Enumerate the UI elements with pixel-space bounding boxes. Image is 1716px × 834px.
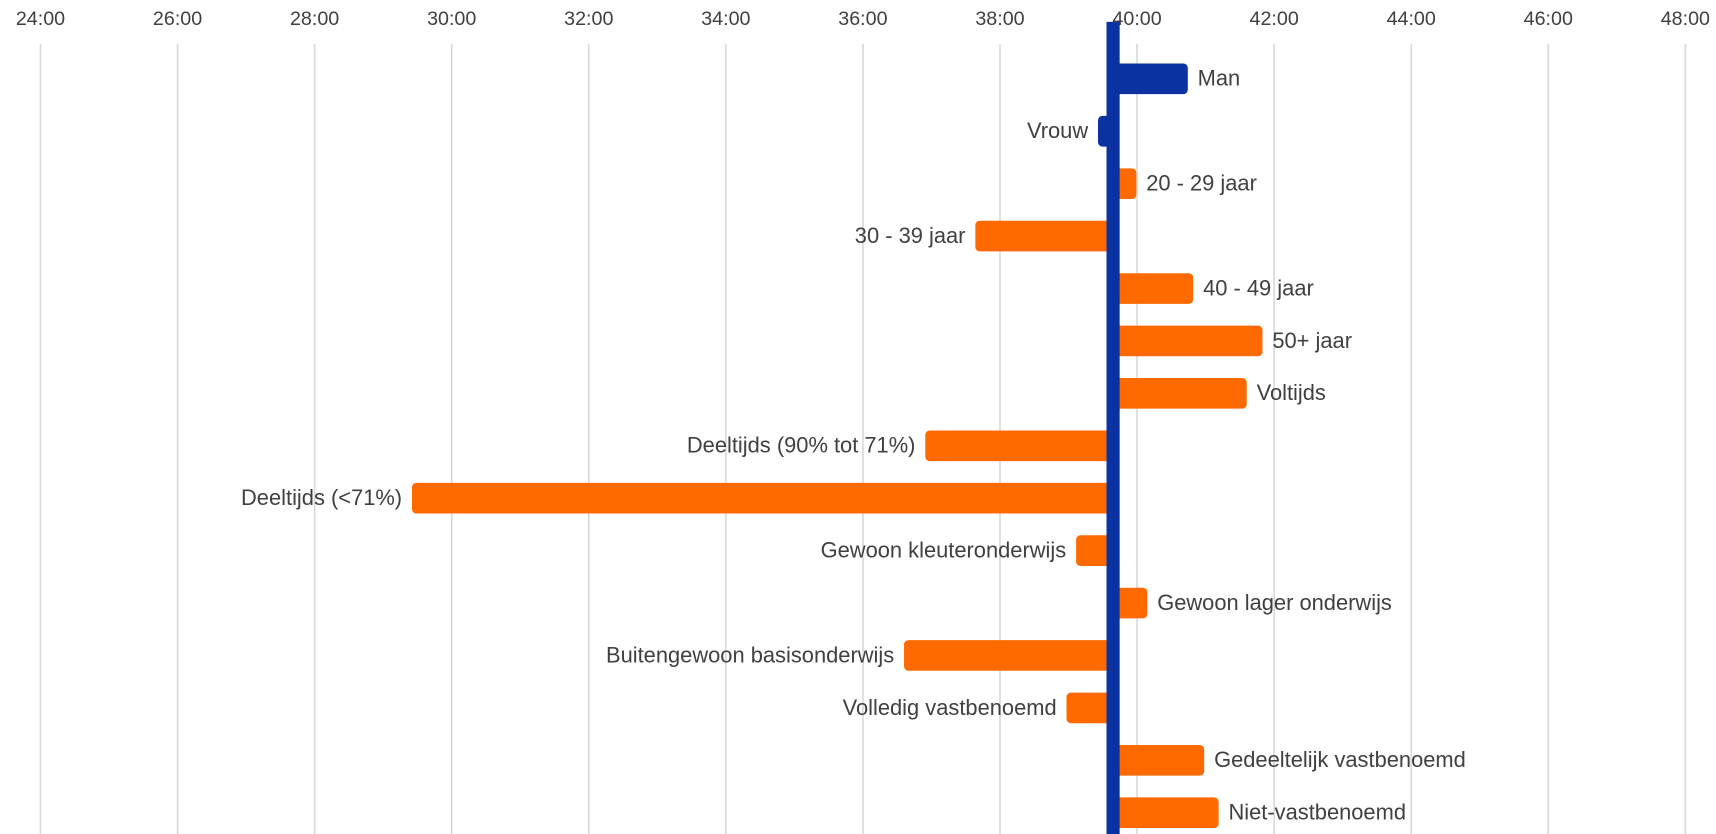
x-tick-label: 34:00	[701, 8, 750, 30]
bar	[1113, 378, 1247, 409]
bar	[1113, 273, 1194, 304]
bar	[1113, 797, 1219, 829]
x-tick-label: 40:00	[1112, 8, 1161, 30]
bar	[1066, 692, 1114, 724]
bar	[411, 482, 1114, 514]
category-label: 50+ jaar	[1272, 328, 1352, 353]
category-label: Gewoon kleuteronderwijs	[821, 538, 1067, 563]
bar	[1113, 63, 1188, 95]
x-tick-label: 38:00	[975, 8, 1024, 30]
x-tick-label: 46:00	[1524, 8, 1573, 30]
category-label: Gedeeltelijk vastbenoemd	[1214, 747, 1466, 772]
category-label: Deeltijds (<71%)	[241, 485, 402, 510]
x-tick-label: 30:00	[427, 8, 476, 30]
category-label: Gewoon lager onderwijs	[1157, 590, 1392, 615]
category-label: 20 - 29 jaar	[1146, 171, 1257, 196]
category-label: Niet-vastbenoemd	[1228, 800, 1406, 825]
category-label: 30 - 39 jaar	[855, 223, 966, 248]
bar	[904, 640, 1114, 671]
category-label: Buitengewoon basisonderwijs	[606, 642, 894, 667]
category-label: Voltijds	[1257, 380, 1326, 405]
x-tick-label: 26:00	[153, 8, 202, 30]
category-label: Vrouw	[1027, 118, 1088, 143]
bar	[1113, 587, 1148, 619]
bar	[1113, 744, 1205, 776]
x-tick-label: 32:00	[564, 8, 613, 30]
x-tick-label: 36:00	[838, 8, 887, 30]
category-label: 40 - 49 jaar	[1203, 275, 1314, 300]
x-tick-label: 28:00	[290, 8, 339, 30]
category-label: Man	[1198, 66, 1241, 91]
category-label: Deeltijds (90% tot 71%)	[687, 433, 916, 458]
x-tick-label: 24:00	[16, 8, 65, 30]
x-tick-label: 44:00	[1387, 8, 1436, 30]
x-tick-label: 42:00	[1250, 8, 1299, 30]
bar	[975, 220, 1114, 252]
bar	[1076, 535, 1114, 566]
bar	[925, 430, 1114, 462]
bar	[1113, 325, 1263, 357]
category-label: Volledig vastbenoemd	[843, 695, 1057, 720]
x-tick-label: 48:00	[1661, 8, 1710, 30]
